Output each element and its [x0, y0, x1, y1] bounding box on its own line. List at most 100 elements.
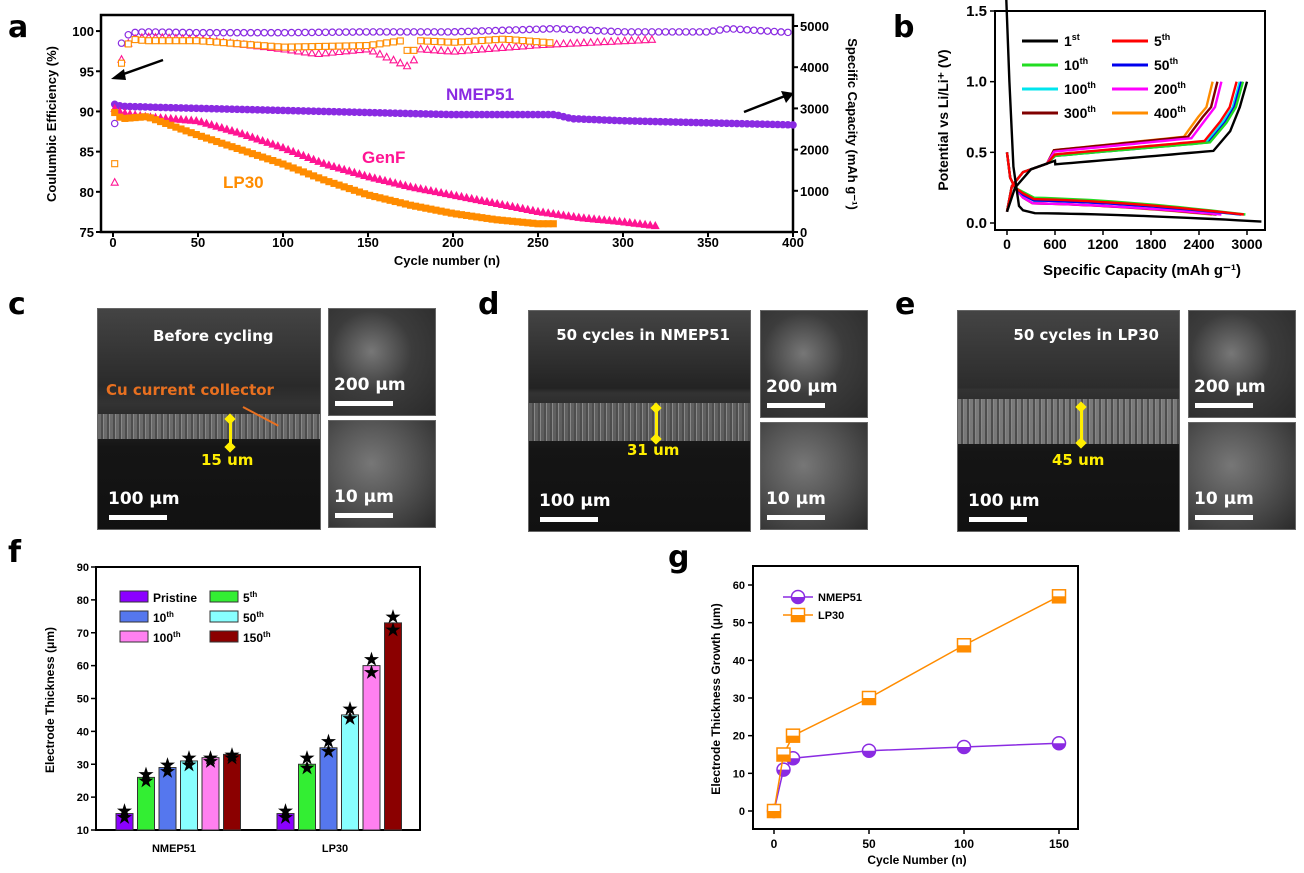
a-point	[280, 28, 289, 37]
b-xtick-label: 1800	[1135, 236, 1166, 252]
a-y2tick-label: 4000	[800, 60, 829, 75]
a-point	[546, 25, 554, 33]
b-delithiation-line	[1005, 81, 1241, 212]
f-legend-swatch	[209, 590, 239, 603]
a-point	[110, 177, 120, 186]
thickness-measure-line	[229, 419, 232, 447]
a-point	[580, 26, 588, 34]
a-point	[763, 27, 772, 35]
f-bar	[158, 767, 177, 831]
a-y2tick-label: 5000	[800, 19, 829, 34]
a-xtick-label: 400	[782, 235, 804, 250]
a-point	[451, 38, 459, 46]
a-point	[478, 27, 486, 35]
chart-g-thickness-growth: 0 50 100 150 0 10 20 30 40 50 60 NMEP51 LP30 Cycle …	[709, 565, 1079, 867]
a-point	[464, 27, 473, 36]
a-point	[437, 28, 445, 36]
a-point	[219, 39, 228, 47]
legend-ordinal: 10	[153, 611, 167, 625]
a-point	[559, 210, 568, 219]
b-delithiation-line	[1005, 81, 1249, 213]
thickness-label: 15 um	[201, 451, 254, 469]
a-point	[661, 28, 670, 36]
g-ytick-label: 10	[733, 768, 745, 780]
a-point	[640, 35, 650, 44]
a-point	[368, 46, 378, 55]
scale-bar-label: 10 μm	[766, 489, 826, 509]
star-icon: ★	[138, 772, 154, 791]
f-legend-label: Pristine	[153, 591, 197, 605]
f-bar	[319, 747, 338, 831]
a-point	[518, 203, 528, 212]
a-point	[543, 208, 553, 217]
a-point	[314, 28, 323, 37]
panel-label-f: f	[8, 535, 22, 570]
f-ytick-label: 60	[77, 661, 89, 673]
a-ytick-label: 80	[80, 185, 94, 200]
a-point	[477, 195, 487, 205]
a-point	[594, 214, 604, 223]
a-point	[430, 28, 439, 36]
star-icon: ★	[117, 801, 133, 820]
a-point	[446, 189, 456, 199]
f-bar	[362, 665, 381, 831]
a-point	[423, 37, 432, 45]
b-ytick-label: 1.0	[966, 74, 987, 91]
legend-ordinal: 400	[1154, 105, 1178, 121]
a-ylabel: Coulumbic Efficiency (%)	[44, 46, 59, 202]
a-point	[390, 178, 400, 187]
a-point	[512, 26, 520, 34]
b-xtick-label: 2400	[1183, 236, 1214, 252]
legend-superscript: th	[1087, 80, 1096, 90]
a-point	[650, 220, 660, 230]
a-point	[172, 37, 180, 45]
legend-ordinal: 100	[153, 631, 173, 645]
a-point	[110, 119, 119, 128]
a-point	[389, 38, 398, 46]
a-point	[287, 43, 296, 51]
b-delithiation-line	[1005, 81, 1245, 212]
star-icon: ★	[181, 755, 197, 774]
a-point	[599, 215, 609, 224]
a-point	[512, 36, 520, 44]
g-ytick-label: 30	[733, 693, 745, 705]
b-legend-label: 5th	[1154, 32, 1170, 49]
a-point	[498, 35, 506, 43]
a-point	[274, 28, 282, 37]
a-point	[444, 38, 452, 46]
a-xtick-label: 50	[191, 235, 205, 250]
f-ytick-label: 90	[77, 562, 89, 574]
star-icon: ★	[224, 745, 240, 764]
a-point	[267, 42, 275, 50]
a-label-nmep51: NMEP51	[446, 85, 514, 104]
a-point	[268, 139, 278, 148]
a-label-genf: GenF	[362, 148, 405, 167]
f-legend-item: Pristine	[119, 590, 197, 605]
a-point	[484, 26, 493, 35]
a-point	[532, 25, 541, 34]
a-point	[145, 37, 153, 45]
scale-bar-label: 200 μm	[1194, 377, 1266, 397]
star-icon: ★	[342, 699, 358, 718]
a-point	[344, 166, 354, 175]
a-point	[423, 28, 432, 36]
a-point	[227, 125, 237, 135]
scale-bar-label: 100 μm	[539, 491, 611, 511]
a-point	[370, 173, 380, 182]
g-series-nmep51	[766, 735, 1067, 819]
a-point	[222, 124, 232, 133]
a-point	[513, 202, 523, 211]
g-xtick-label: 100	[954, 837, 974, 851]
b-delithiation-line	[1005, 81, 1223, 212]
a-point	[403, 28, 411, 36]
a-point	[247, 132, 257, 141]
a-xtick-label: 150	[357, 235, 379, 250]
a-point	[620, 217, 630, 226]
sem-image-top-view-high-mag: 10 μm	[1188, 422, 1296, 530]
a-series-nmep51-capacity	[110, 100, 797, 129]
a-point	[525, 37, 534, 45]
a-point	[362, 42, 370, 50]
a-point	[553, 209, 563, 218]
a-y2tick-label: 3000	[800, 101, 829, 116]
a-point	[124, 40, 132, 48]
